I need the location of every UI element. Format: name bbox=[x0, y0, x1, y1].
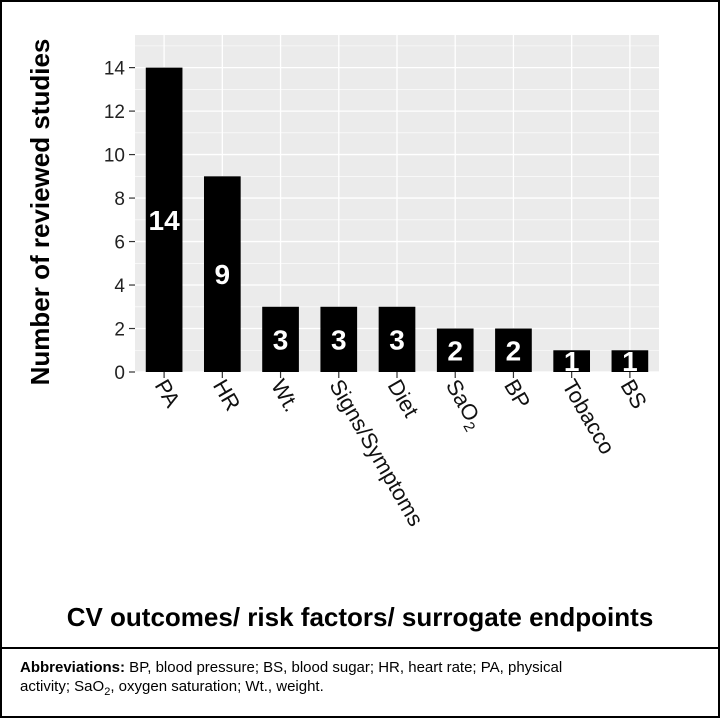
y-tick-label: 8 bbox=[114, 189, 125, 210]
y-tick-label: 6 bbox=[114, 233, 125, 254]
bar-sao2 bbox=[436, 328, 474, 372]
bar-bs bbox=[611, 350, 649, 372]
bar-wt- bbox=[262, 306, 299, 372]
data-label: 2 bbox=[447, 335, 463, 366]
divider-line bbox=[2, 647, 718, 649]
x-tick-label: Diet bbox=[383, 375, 424, 421]
bar-chart: 14 9 3 3 3 2 2 1 1 0 2 4 6 8 10 12 14 PA HR Wt. Signs/Sympto… bbox=[2, 2, 718, 647]
x-tick-label: BS bbox=[616, 375, 652, 413]
bar-hr bbox=[203, 176, 241, 372]
x-tick-label: HR bbox=[208, 375, 246, 415]
bar-signs-symptoms bbox=[320, 306, 358, 372]
bar-diet bbox=[378, 306, 416, 372]
y-tick-label: 12 bbox=[104, 102, 125, 123]
data-label: 3 bbox=[331, 324, 347, 355]
footnote-line2-pre: activity; SaO bbox=[20, 678, 105, 695]
bar-pa bbox=[145, 67, 183, 372]
data-label: 2 bbox=[506, 335, 522, 366]
data-label: 3 bbox=[273, 324, 289, 355]
data-label: 3 bbox=[389, 324, 405, 355]
data-label: 9 bbox=[215, 259, 231, 290]
bar-tobacco bbox=[553, 350, 591, 372]
abbreviations-footnote: Abbreviations: BP, blood pressure; BS, b… bbox=[20, 658, 700, 702]
footnote-line1: BP, blood pressure; BS, blood sugar; HR,… bbox=[125, 659, 563, 676]
data-label: 14 bbox=[149, 205, 181, 236]
y-tick-label: 2 bbox=[114, 320, 125, 341]
y-axis-title: Number of reviewed studies bbox=[25, 38, 55, 386]
y-tick-label: 10 bbox=[104, 146, 125, 167]
x-tick-label: BP bbox=[499, 375, 535, 413]
bar-bp bbox=[495, 328, 532, 372]
data-label: 1 bbox=[622, 346, 638, 377]
x-tick-label: SaO2 bbox=[437, 375, 488, 435]
x-tick-label: PA bbox=[150, 375, 186, 412]
data-label: 1 bbox=[564, 346, 580, 377]
y-tick-label: 0 bbox=[114, 363, 125, 384]
footnote-line2-post: , oxygen saturation; Wt., weight. bbox=[110, 678, 324, 695]
footnote-heading: Abbreviations: bbox=[20, 659, 126, 676]
x-axis-title: CV outcomes/ risk factors/ surrogate end… bbox=[66, 602, 654, 632]
y-tick-label: 14 bbox=[104, 59, 126, 80]
y-tick-label: 4 bbox=[114, 276, 125, 297]
x-tick-label: Tobacco bbox=[557, 375, 620, 458]
x-tick-label: Wt. bbox=[266, 375, 304, 416]
footnote-line2-sub: 2 bbox=[104, 686, 111, 698]
